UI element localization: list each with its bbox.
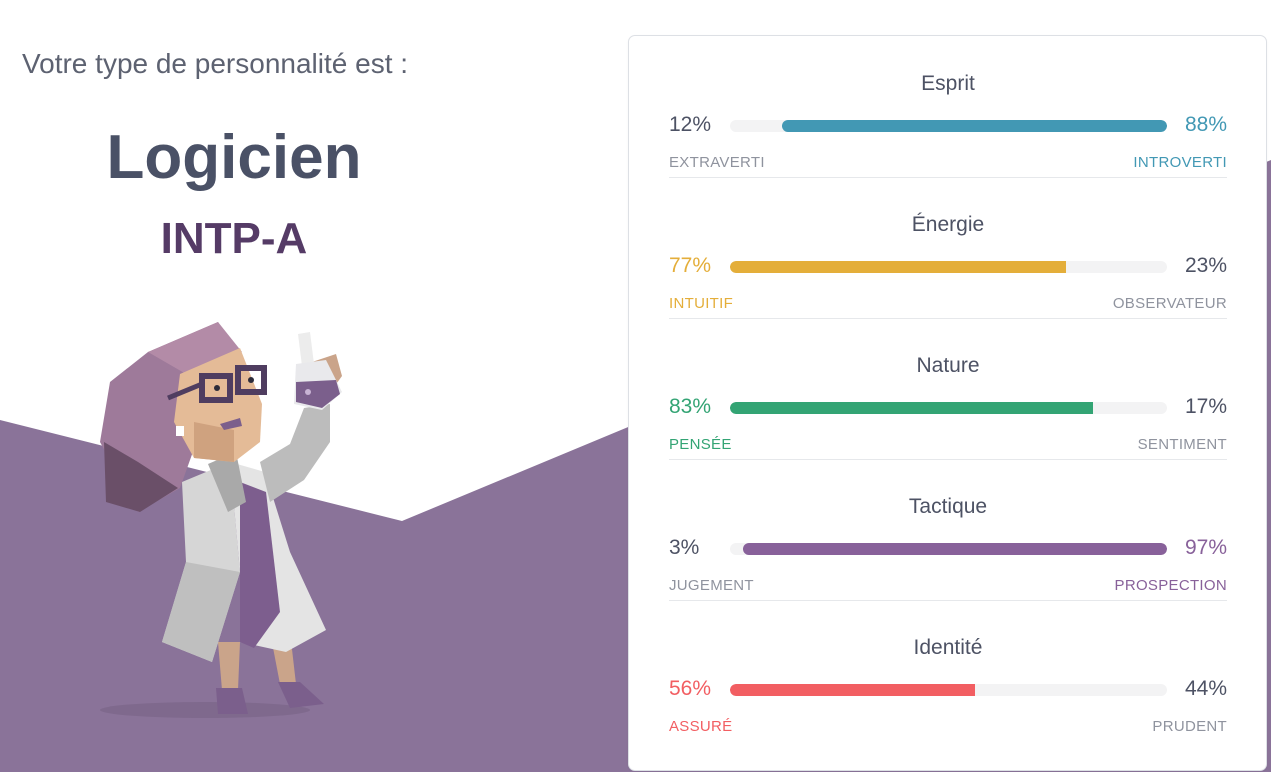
trait-bar-fill <box>782 120 1167 132</box>
trait-bar-fill <box>730 684 975 696</box>
character-collar <box>208 452 246 512</box>
character-arm <box>260 404 330 502</box>
flask-bubble <box>305 389 311 395</box>
trait-bar-track <box>730 120 1167 132</box>
trait-row: Identité 56% 44% ASSURÉ PRUDENT <box>669 600 1227 741</box>
character-shoe-left <box>216 688 248 714</box>
trait-row: Tactique 3% 97% JUGEMENT PROSPECTION <box>669 459 1227 601</box>
trait-bar-fill <box>743 543 1167 555</box>
trait-percent-left: 77% <box>669 254 712 277</box>
trait-title: Nature <box>916 354 980 377</box>
trait-bar-track <box>730 684 1167 696</box>
trait-label-left: JUGEMENT <box>669 577 754 594</box>
character-earring <box>176 426 184 436</box>
character-shoe-right <box>278 682 324 708</box>
trait-row: Nature 83% 17% PENSÉE SENTIMENT <box>669 318 1227 460</box>
trait-percent-right: 23% <box>1184 254 1227 277</box>
trait-title: Tactique <box>908 495 988 518</box>
trait-row: Énergie 77% 23% INTUITIF OBSERVATEUR <box>669 177 1227 319</box>
trait-percent-left: 56% <box>669 677 712 700</box>
trait-row: Esprit 12% 88% EXTRAVERTI INTROVERTI <box>669 36 1227 178</box>
trait-percent-right: 88% <box>1184 113 1227 136</box>
trait-label-left: PENSÉE <box>669 436 732 453</box>
trait-label-right: INTROVERTI <box>1133 154 1227 171</box>
character-coat-shade <box>162 562 240 662</box>
trait-bar-fill <box>730 402 1093 414</box>
trait-percent-left: 83% <box>669 395 712 418</box>
trait-label-left: INTUITIF <box>669 295 734 312</box>
trait-label-left: ASSURÉ <box>669 718 733 735</box>
trait-bar-track <box>730 261 1167 273</box>
character-eye-right <box>248 377 254 383</box>
character-glasses-left <box>199 373 233 403</box>
trait-label-left: EXTRAVERTI <box>669 154 765 171</box>
character-shadow <box>100 702 310 718</box>
trait-title: Identité <box>913 636 983 659</box>
character-leg-left <box>218 642 240 690</box>
trait-percent-left: 12% <box>669 113 712 136</box>
flask-neck <box>298 332 314 366</box>
character-glasses-arm <box>167 381 203 401</box>
character-glasses-right <box>235 365 267 395</box>
flask-liquid <box>296 380 340 408</box>
trait-bar-fill <box>730 261 1067 273</box>
trait-title: Énergie <box>911 213 985 236</box>
character-face-shade <box>194 422 234 462</box>
trait-percent-left: 3% <box>669 536 700 559</box>
trait-label-right: OBSERVATEUR <box>1112 295 1227 312</box>
trait-percent-right: 17% <box>1184 395 1227 418</box>
trait-bar-track <box>730 543 1167 555</box>
character-eye-left <box>214 385 220 391</box>
trait-label-right: PRUDENT <box>1152 718 1227 735</box>
trait-title: Esprit <box>921 72 975 95</box>
personality-type-name: Logicien <box>106 123 362 192</box>
trait-bar-track <box>730 402 1167 414</box>
character-hair-dark <box>104 442 178 512</box>
character-dress <box>240 482 280 648</box>
trait-results-card: Esprit 12% 88% EXTRAVERTI INTROVERTI Éne… <box>628 35 1267 771</box>
trait-percent-right: 97% <box>1184 536 1227 559</box>
logician-character-illustration <box>100 322 342 718</box>
trait-percent-right: 44% <box>1184 677 1227 700</box>
personality-type-code: INTP-A <box>160 214 308 263</box>
intro-text: Votre type de personnalité est : <box>22 48 409 79</box>
trait-label-right: SENTIMENT <box>1137 436 1227 453</box>
character-mouth <box>220 418 242 430</box>
trait-label-right: PROSPECTION <box>1114 577 1227 594</box>
